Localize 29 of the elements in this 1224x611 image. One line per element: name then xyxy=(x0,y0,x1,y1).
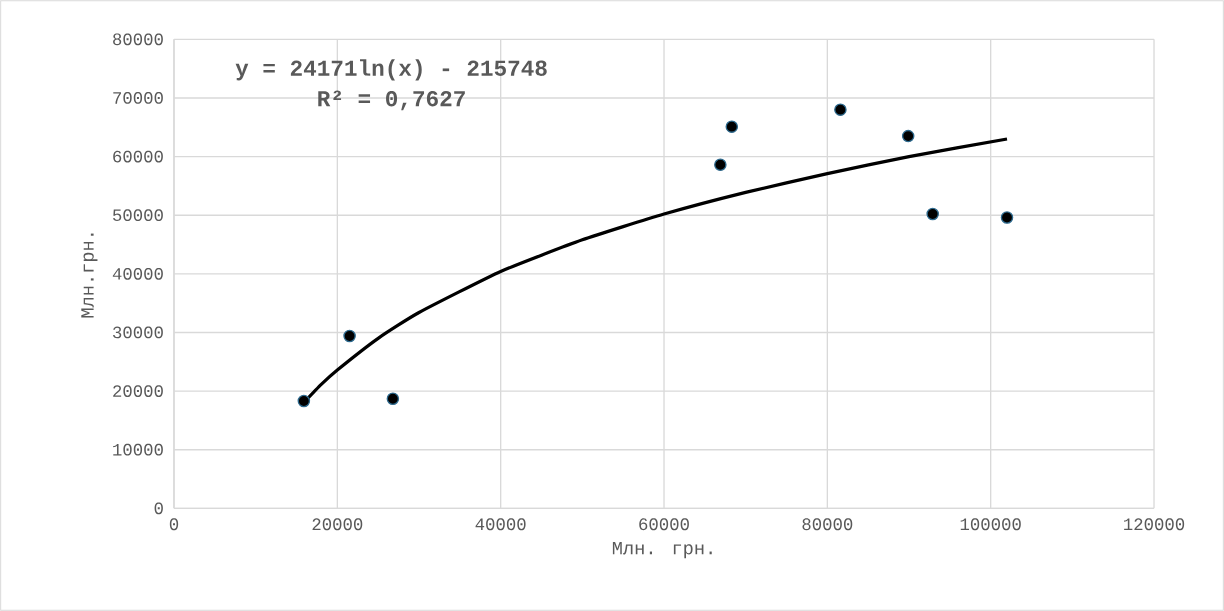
point xyxy=(343,329,356,343)
point xyxy=(714,158,727,172)
point xyxy=(926,207,939,221)
point xyxy=(725,120,739,133)
point xyxy=(1000,211,1014,224)
y-tick-label: 10000 xyxy=(113,443,163,456)
y-axis-title: Млн.грн. xyxy=(81,233,98,318)
y-tick-label: 40000 xyxy=(112,267,163,280)
y-tick-label: 20000 xyxy=(113,385,163,397)
y-tick-label: 0 xyxy=(154,502,163,515)
annotation: y = 24171ln(x) - 215748 xyxy=(235,59,547,81)
y-tick-label: 50000 xyxy=(113,209,163,222)
x-axis-title: Млн. грн. xyxy=(612,541,712,559)
y-tick-label: 60000 xyxy=(113,150,163,163)
point xyxy=(834,103,847,116)
y-tick-label: 30000 xyxy=(113,326,163,339)
x-tick-label: 40000 xyxy=(475,518,526,531)
annotation: R² = 0,7627 xyxy=(318,90,465,111)
x-tick-label: 120000 xyxy=(1124,518,1185,531)
x-tick-label: 80000 xyxy=(802,518,853,531)
x-tick-label: 100000 xyxy=(960,518,1021,531)
point xyxy=(386,392,400,405)
x-tick-label: 0 xyxy=(169,518,179,531)
y-tick-label: 70000 xyxy=(113,92,163,104)
y-tick-label: 80000 xyxy=(113,33,163,46)
x-tick-label: 60000 xyxy=(639,518,689,531)
point xyxy=(297,394,311,408)
point xyxy=(901,129,915,143)
x-tick-label: 20000 xyxy=(312,518,363,531)
